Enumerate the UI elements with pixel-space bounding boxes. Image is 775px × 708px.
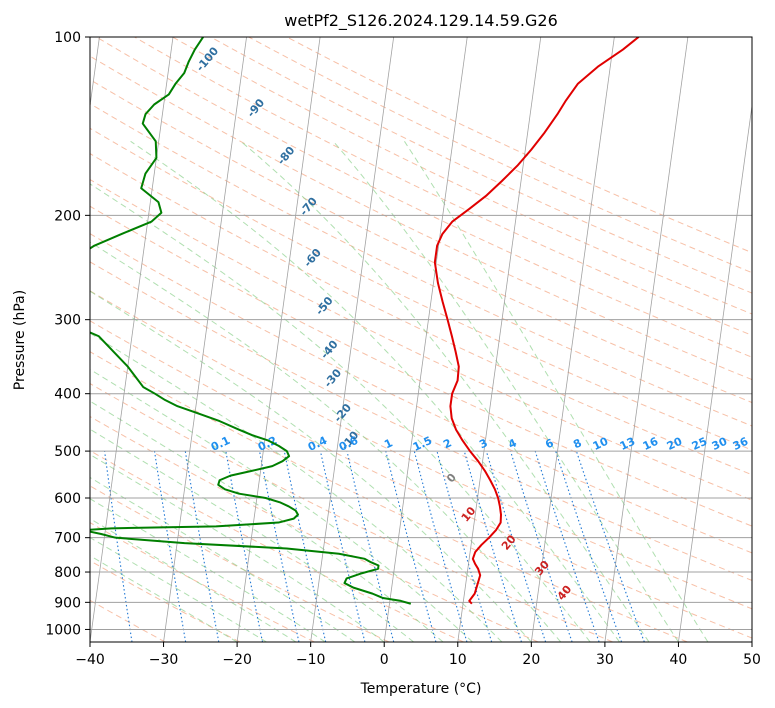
isotherm-line (90, 37, 174, 642)
isotherm-line (604, 37, 689, 642)
isotherm-line (310, 37, 395, 642)
y-tick-label: 500 (54, 444, 81, 460)
mixing-ratio-line (319, 450, 366, 642)
temperature-profile-line (433, 37, 640, 605)
dry-adiabat-line (134, 37, 752, 336)
mixing-ratio-label: 13 (618, 435, 637, 453)
dry-adiabat-line (90, 233, 752, 554)
mixing-ratio-label: 36 (731, 435, 751, 453)
mixing-ratio-line (463, 450, 522, 642)
x-tick-label: 20 (522, 652, 540, 668)
chart-title: wetPf2_S126.2024.129.14.59.G26 (284, 11, 558, 31)
x-tick-label: −20 (222, 652, 252, 668)
y-tick-label: 200 (54, 208, 81, 224)
dry-adiabat-line (90, 261, 752, 581)
plot-frame (89, 36, 753, 643)
mixing-ratio-line (184, 451, 220, 642)
dry-adiabat-line (172, 37, 752, 315)
y-tick-label: 100 (54, 30, 81, 46)
dry-adiabat-line (90, 450, 464, 642)
mixing-ratio-label: 10 (591, 435, 611, 453)
mixing-ratio-line (485, 450, 547, 642)
mixing-ratio-line (555, 450, 623, 642)
dry-adiabat-line (90, 205, 752, 527)
dry-adiabat-line (90, 127, 752, 451)
plot-area (90, 37, 752, 642)
dry-adiabat-line (90, 79, 752, 404)
mixing-ratio-line (385, 450, 437, 642)
dry-adiabat-line (90, 55, 752, 381)
dry-adiabat-line (90, 103, 752, 427)
mixing-ratio-line (510, 450, 573, 642)
x-tick-label: 40 (670, 652, 688, 668)
isotherm-line (236, 37, 321, 642)
dry-adiabat-line (90, 153, 752, 476)
axes: −40 −30 −20 −10 0 10 20 30 40 50 100 200 300 400 500 60… (45, 30, 761, 668)
x-tick-label: 30 (596, 652, 614, 668)
dry-adiabat-line (96, 37, 752, 358)
isotherm-line (530, 37, 615, 642)
dry-adiabat-line (90, 179, 752, 501)
dry-adiabat-line (90, 383, 613, 642)
y-axis-label: Pressure (hPa) (12, 290, 28, 390)
mixing-ratio-line (436, 450, 493, 642)
x-axis-label: Temperature (°C) (360, 681, 482, 697)
y-tick-label: 600 (54, 491, 81, 507)
dry-adiabat-line (90, 485, 390, 642)
dewpoint-profile-line (90, 37, 412, 605)
y-tick-label: 800 (54, 565, 81, 581)
x-tick-label: −40 (75, 652, 105, 668)
mixing-ratio-line (104, 451, 133, 642)
mixing-ratio-label: 25 (690, 435, 709, 453)
mixing-ratio-line (283, 450, 327, 642)
dry-adiabat-line (286, 37, 752, 254)
x-tick-label: 10 (449, 652, 467, 668)
background-lines (90, 37, 752, 642)
isotherm-line (383, 37, 468, 642)
mixing-ratio-label: 30 (710, 435, 730, 453)
isotherm-line (678, 102, 752, 642)
x-tick-label: −10 (296, 652, 326, 668)
y-tick-label: 300 (54, 313, 81, 329)
isotherm-line (457, 37, 542, 642)
x-tick-label: 0 (380, 652, 389, 668)
isotherm-line (163, 37, 247, 642)
y-tick-label: 400 (54, 387, 81, 403)
mixing-ratio-line (534, 450, 600, 642)
dry-adiabat-line (210, 37, 752, 294)
dry-adiabat-line (248, 37, 752, 274)
mixing-ratio-label: 16 (641, 435, 661, 453)
x-tick-label: 50 (743, 652, 761, 668)
dry-adiabat-line (90, 351, 688, 642)
mixing-ratio-line (346, 450, 395, 642)
y-tick-label: 900 (54, 595, 81, 611)
mixing-ratio-line (413, 450, 468, 642)
y-tick-label: 1000 (45, 622, 81, 638)
mixing-ratio-line (575, 450, 645, 642)
mixing-ratio-line (153, 451, 187, 642)
x-tick-label: −30 (149, 652, 179, 668)
mixing-ratio-label: 20 (665, 435, 685, 453)
profile-lines (90, 37, 640, 605)
mixing-ratio-line (258, 450, 300, 642)
y-tick-label: 700 (54, 531, 81, 547)
